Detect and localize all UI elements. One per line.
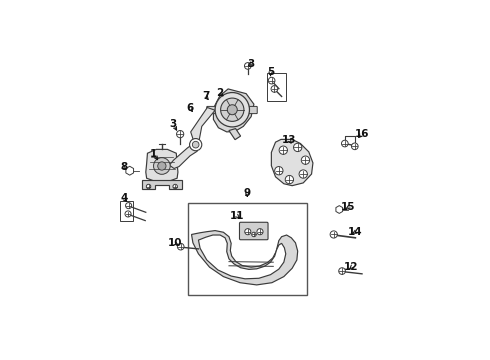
Text: 7: 7	[202, 91, 209, 102]
Circle shape	[269, 77, 275, 84]
Circle shape	[275, 167, 283, 175]
Text: 6: 6	[186, 103, 193, 113]
Bar	[189, 203, 307, 295]
Circle shape	[245, 229, 251, 235]
Text: 3: 3	[247, 59, 254, 69]
Circle shape	[257, 229, 263, 235]
Circle shape	[245, 63, 251, 69]
Polygon shape	[271, 139, 313, 186]
Text: 11: 11	[229, 211, 244, 221]
Circle shape	[351, 143, 358, 150]
Text: 12: 12	[344, 262, 359, 272]
FancyBboxPatch shape	[207, 107, 216, 114]
Bar	[267, 73, 286, 101]
Text: 4: 4	[121, 193, 128, 203]
Circle shape	[271, 86, 278, 92]
Circle shape	[220, 98, 244, 121]
Circle shape	[125, 203, 132, 209]
Circle shape	[125, 211, 131, 217]
Circle shape	[153, 158, 170, 174]
Polygon shape	[126, 166, 134, 175]
Circle shape	[285, 175, 294, 184]
Circle shape	[176, 131, 184, 138]
Circle shape	[299, 170, 307, 178]
Text: 8: 8	[120, 162, 127, 172]
Text: 1: 1	[150, 149, 157, 158]
Text: 13: 13	[282, 135, 296, 145]
Circle shape	[342, 140, 348, 147]
Circle shape	[330, 231, 337, 238]
Text: 5: 5	[267, 67, 274, 77]
Circle shape	[215, 93, 249, 127]
Circle shape	[177, 243, 184, 250]
Text: 9: 9	[244, 188, 251, 198]
Circle shape	[147, 184, 151, 189]
FancyBboxPatch shape	[248, 107, 257, 114]
Polygon shape	[170, 108, 215, 168]
Text: 10: 10	[168, 238, 182, 248]
Polygon shape	[336, 206, 343, 213]
Circle shape	[190, 139, 202, 151]
Circle shape	[301, 156, 310, 164]
Polygon shape	[198, 235, 286, 279]
Polygon shape	[192, 231, 298, 285]
Polygon shape	[214, 89, 254, 132]
Circle shape	[173, 184, 177, 189]
Polygon shape	[146, 149, 178, 182]
Polygon shape	[142, 180, 182, 189]
FancyBboxPatch shape	[240, 222, 268, 240]
Text: 2: 2	[217, 88, 224, 98]
Circle shape	[227, 105, 237, 115]
Text: 16: 16	[355, 129, 369, 139]
Circle shape	[339, 268, 345, 274]
Polygon shape	[229, 129, 241, 140]
Circle shape	[193, 141, 199, 148]
Circle shape	[158, 162, 166, 170]
Bar	[120, 201, 133, 221]
Text: 3: 3	[170, 118, 176, 129]
Circle shape	[252, 232, 256, 237]
Text: 15: 15	[341, 202, 355, 212]
Text: 14: 14	[347, 227, 362, 237]
Circle shape	[294, 143, 302, 152]
Circle shape	[279, 146, 288, 154]
